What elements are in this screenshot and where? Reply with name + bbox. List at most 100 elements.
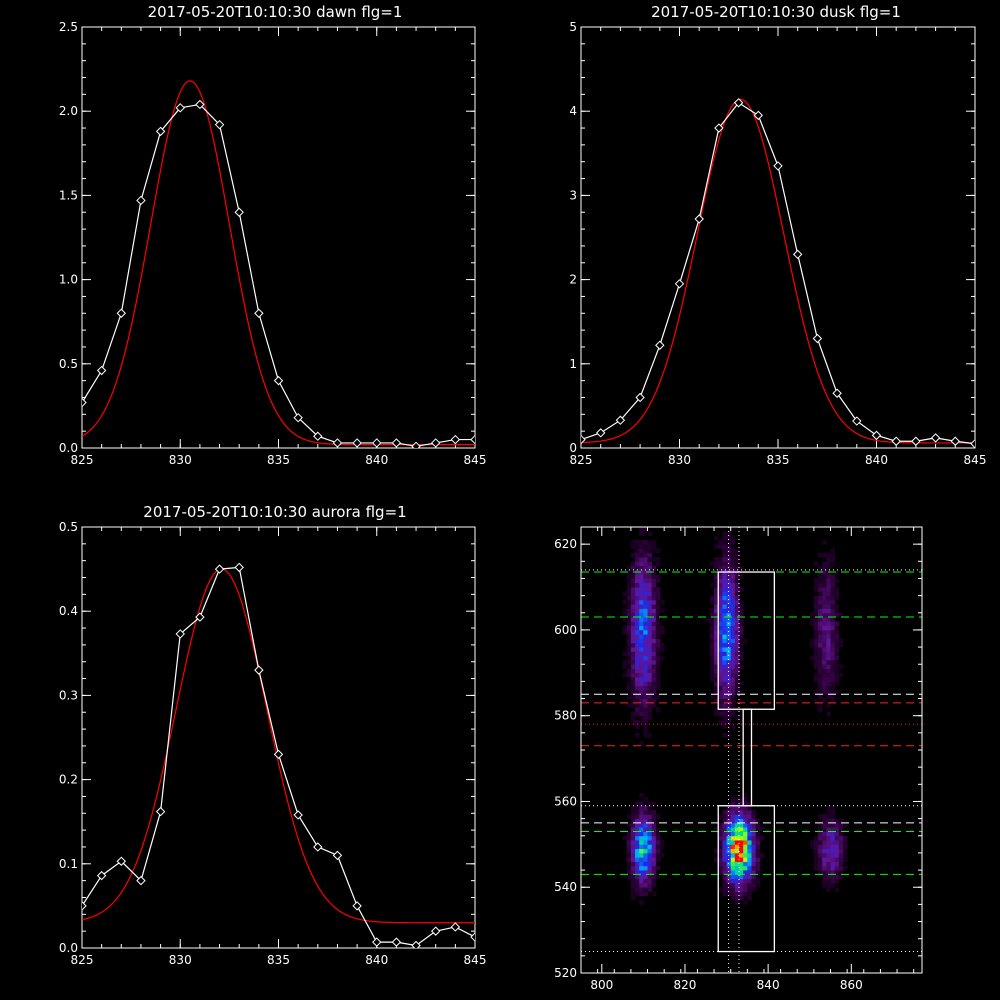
spectrum-image-cell: [655, 814, 661, 820]
spectrum-image-cell: [822, 539, 827, 545]
spectrum-image-cell: [718, 612, 723, 618]
spectrum-image-cell: [643, 698, 648, 704]
spectrum-image-cell: [635, 552, 640, 558]
spectrum-image-cell: [630, 840, 636, 845]
spectrum-image-cell: [730, 870, 736, 875]
spectrum-image-cell: [739, 612, 744, 618]
spectrum-image-cell: [734, 848, 740, 854]
spectrum-image-cell: [722, 565, 727, 571]
spectrum-image-cell: [639, 711, 644, 717]
spectrum-image-cell: [635, 642, 640, 648]
spectrum-image-cell: [826, 591, 831, 597]
spectrum-image-cell: [747, 805, 752, 811]
spectrum-image-cell: [643, 681, 648, 687]
spectrum-image-cell: [734, 852, 740, 858]
spectrum-image-cell: [635, 659, 640, 665]
spectrum-image-cell: [734, 617, 740, 622]
spectrum-image-cell: [739, 887, 744, 892]
spectrum-image-cell: [639, 599, 644, 605]
spectrum-image-cell: [639, 698, 644, 704]
spectrum-image-cell: [647, 848, 653, 854]
spectrum-image-cell: [651, 694, 657, 699]
spectrum-image-cell: [714, 625, 719, 631]
spectrum-image-cell: [830, 848, 836, 854]
spectrum-image-cell: [739, 629, 744, 635]
spectrum-image-cell: [630, 544, 636, 549]
spectrum-image-cell: [655, 548, 661, 554]
spectrum-image-cell: [747, 870, 752, 875]
spectrum-image-cell: [822, 668, 827, 674]
dusk-data-point: [891, 436, 901, 446]
spectrum-image-cell: [643, 685, 648, 691]
dusk-data-point: [950, 436, 961, 446]
spectrum-image-cell: [651, 647, 657, 652]
spectrum-image-cell: [747, 895, 752, 901]
spectrum-image-cell: [734, 574, 740, 579]
spectrum-image-cell: [647, 557, 653, 562]
spectrum-image-cell: [622, 599, 628, 605]
spectrum-image-cell: [734, 595, 740, 601]
spectrum-image-cell: [626, 625, 632, 631]
spectrum-image-cell: [834, 874, 840, 880]
spectrum-image-cell: [826, 822, 831, 828]
spectrum-image-cell: [813, 612, 819, 618]
spectrum-image-cell: [730, 629, 736, 635]
spectrum-image-cell: [647, 565, 653, 571]
spectrum-image-cell: [739, 878, 744, 884]
spectrum-image-cell: [647, 801, 653, 807]
spectrum-image-cell: [826, 677, 831, 682]
spectrum-image-cell: [651, 587, 657, 592]
spectrum-image-cell: [743, 900, 748, 905]
spectrum-image-cell: [651, 539, 657, 545]
spectrum-image-cell: [834, 629, 840, 635]
spectrum-image-cell: [743, 852, 748, 858]
spectrum-image-cell: [734, 797, 740, 802]
spectrum-image-cell: [739, 840, 744, 845]
spectrum-image-cell: [830, 698, 836, 704]
dawn-data-point: [293, 412, 303, 423]
spectrum-image-cell: [739, 647, 744, 652]
spectrum-image-cell: [730, 552, 736, 558]
spectrum-image-cell: [651, 582, 657, 588]
dusk-fit-curve: [581, 98, 975, 444]
spectrum-image-cell: [718, 557, 723, 562]
spectrum-image-cell: [635, 852, 640, 858]
spectrum-image-cell: [630, 702, 636, 708]
spectrum-image-cell: [734, 565, 740, 571]
spectrum-image-cell: [747, 827, 752, 832]
spectrum-image-cell: [718, 587, 723, 592]
spectrum-image-cell: [826, 565, 831, 571]
spectrum-image-cell: [647, 552, 653, 558]
spectrum-image-cell: [635, 814, 640, 820]
spectrum-image-cell: [747, 810, 752, 815]
spectrum-image-cell: [743, 840, 748, 845]
spectrum-image-cell: [651, 810, 657, 815]
spectrum-image-cell: [635, 608, 640, 614]
spectrum-image-cell: [660, 629, 665, 635]
spectrum-image-cell: [834, 840, 840, 845]
spectrum-image-cell: [639, 664, 644, 669]
spectrum-image-cell: [822, 604, 827, 609]
spectrum-image-cell: [630, 848, 636, 854]
spectrum-image-cell: [643, 574, 648, 579]
spectrum-image-cell: [718, 625, 723, 631]
spectrum-image-cell: [647, 702, 653, 708]
spectrum-image-cell: [755, 831, 761, 837]
spectrum-image-cell: [830, 608, 836, 614]
spectrum-image-cell: [630, 625, 636, 631]
spectrum-image-cell: [834, 647, 840, 652]
aurora-data-point: [313, 842, 323, 852]
spectrum-image-cell: [730, 814, 736, 820]
spectrum-image-cell: [639, 531, 644, 536]
spectrum-image-cell: [709, 672, 715, 678]
spectrum-image-cell: [818, 651, 823, 657]
spectrum-image-cell: [830, 805, 836, 811]
spectrum-image-cell: [739, 895, 744, 901]
spectrum-image-cell: [639, 810, 644, 815]
spectrum-image-cell: [639, 595, 644, 601]
spectrum-image-cell: [626, 685, 632, 691]
spectrum-image-cell: [730, 659, 736, 665]
spectrum-image-cell: [647, 835, 653, 841]
spectrum-image-heatmap: [622, 527, 848, 905]
